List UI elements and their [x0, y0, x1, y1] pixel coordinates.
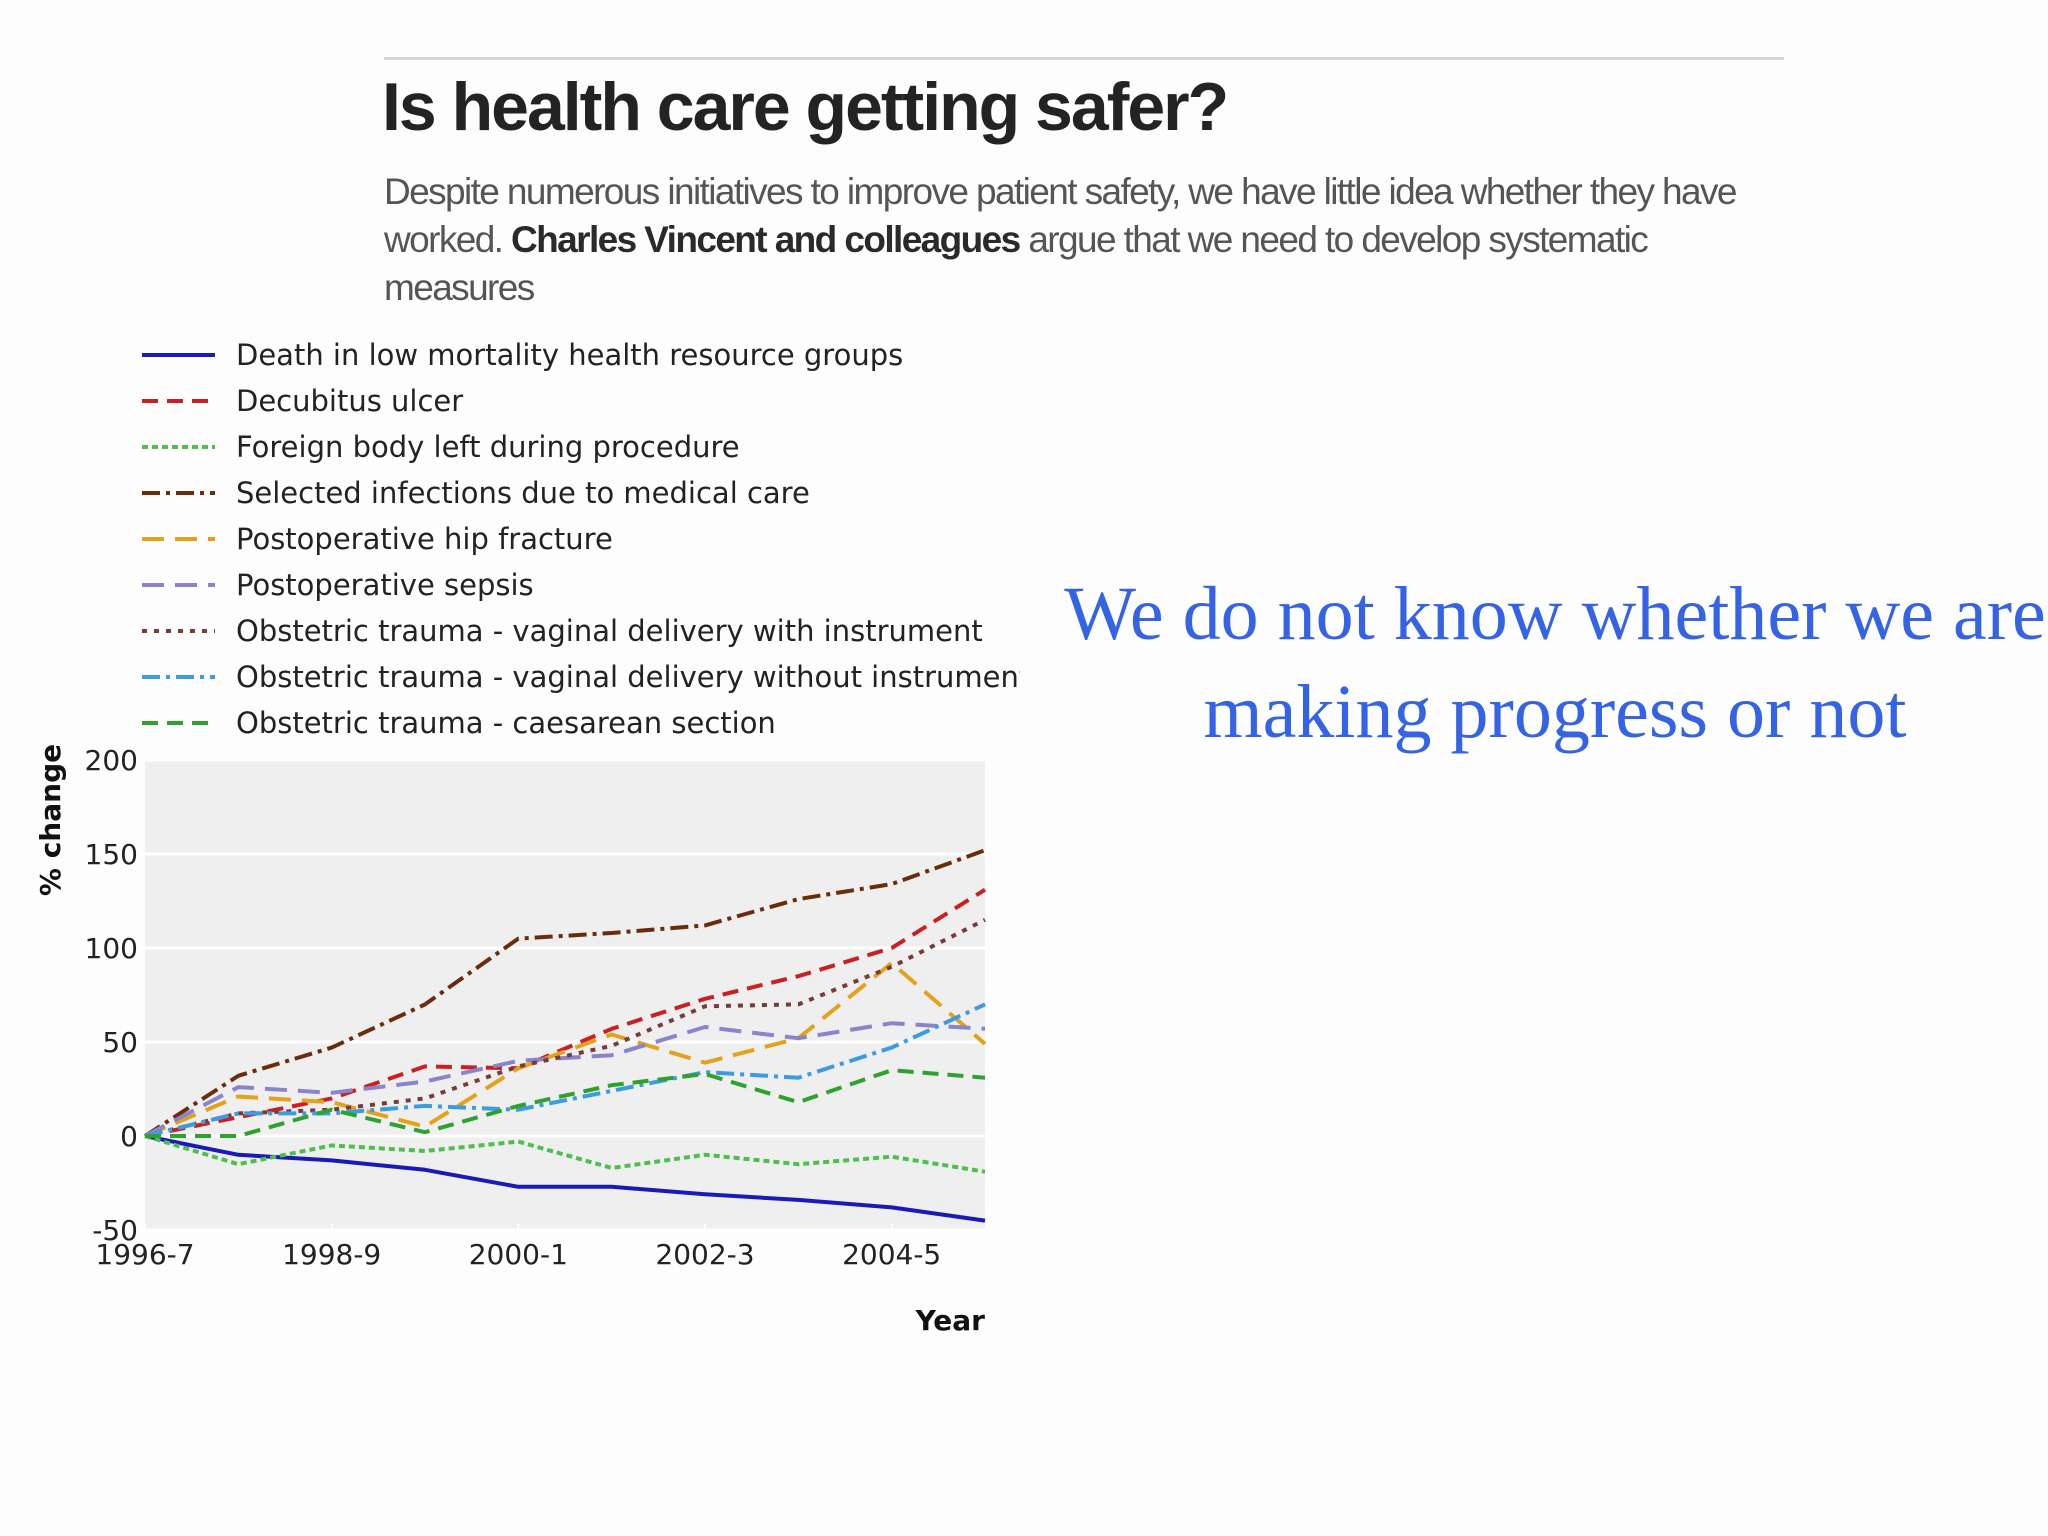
y-axis-ticks: 200 150 100 50 0 -50 — [85, 744, 138, 1247]
x-tick-label: 2004-5 — [842, 1238, 941, 1271]
x-axis-ticks: 1996-7 1998-9 2000-1 2002-3 2004-5 — [95, 1224, 941, 1271]
y-tick-label: 200 — [85, 744, 138, 777]
series-line-9 — [145, 1068, 986, 1138]
top-rule — [384, 57, 1784, 60]
x-tick-label: 2002-3 — [655, 1238, 754, 1271]
y-axis-title: % change — [34, 744, 67, 896]
y-tick-label: 50 — [102, 1026, 138, 1059]
series-line-2 — [144, 888, 987, 1138]
standfirst-tail: argue that we need to develop systematic… — [384, 219, 1649, 308]
chart-series — [143, 848, 987, 1223]
standfirst-authors: Charles Vincent and colleagues — [511, 219, 1021, 260]
chart-gridlines — [145, 758, 985, 1232]
x-tick-label: 2000-1 — [469, 1238, 568, 1271]
legend-label: Obstetric trauma - vaginal delivery with… — [236, 614, 983, 648]
x-axis-title: Year — [915, 1304, 986, 1337]
headline: Is health care getting safer? — [382, 69, 1229, 145]
legend-label: Postoperative sepsis — [236, 568, 534, 602]
series-line-1 — [144, 1134, 986, 1223]
plot-area — [145, 760, 985, 1230]
standfirst: Despite numerous initiatives to improve … — [384, 168, 1804, 312]
y-tick-label: 150 — [85, 838, 138, 871]
series-line-8 — [144, 1002, 986, 1138]
x-tick-label: 1998-9 — [282, 1238, 381, 1271]
legend-label: Obstetric trauma - vaginal delivery with… — [236, 660, 1020, 694]
legend-label: Postoperative hip fracture — [236, 522, 613, 556]
legend-label: Death in low mortality health resource g… — [236, 338, 903, 372]
callout-text: We do not know whether we are making pro… — [1064, 572, 2046, 754]
y-tick-label: -50 — [92, 1214, 138, 1247]
series-line-6 — [144, 1021, 986, 1138]
legend-label: Selected infections due to medical care — [236, 476, 810, 510]
legend-label: Foreign body left during procedure — [236, 430, 740, 464]
y-tick-label: 100 — [85, 932, 138, 965]
series-line-5 — [144, 961, 987, 1138]
line-chart: Death in low mortality health resource g… — [34, 338, 1020, 1337]
y-tick-label: 0 — [120, 1120, 138, 1153]
legend-label: Obstetric trauma - caesarean section — [236, 706, 776, 740]
series-line-7 — [144, 918, 986, 1138]
series-line-4 — [143, 848, 986, 1138]
chart-legend: Death in low mortality health resource g… — [142, 338, 1020, 740]
legend-label: Decubitus ulcer — [236, 384, 463, 418]
x-tick-label: 1996-7 — [95, 1238, 194, 1271]
standfirst-lead: Despite numerous initiatives to improve … — [384, 171, 1737, 260]
series-line-3 — [144, 1134, 986, 1174]
